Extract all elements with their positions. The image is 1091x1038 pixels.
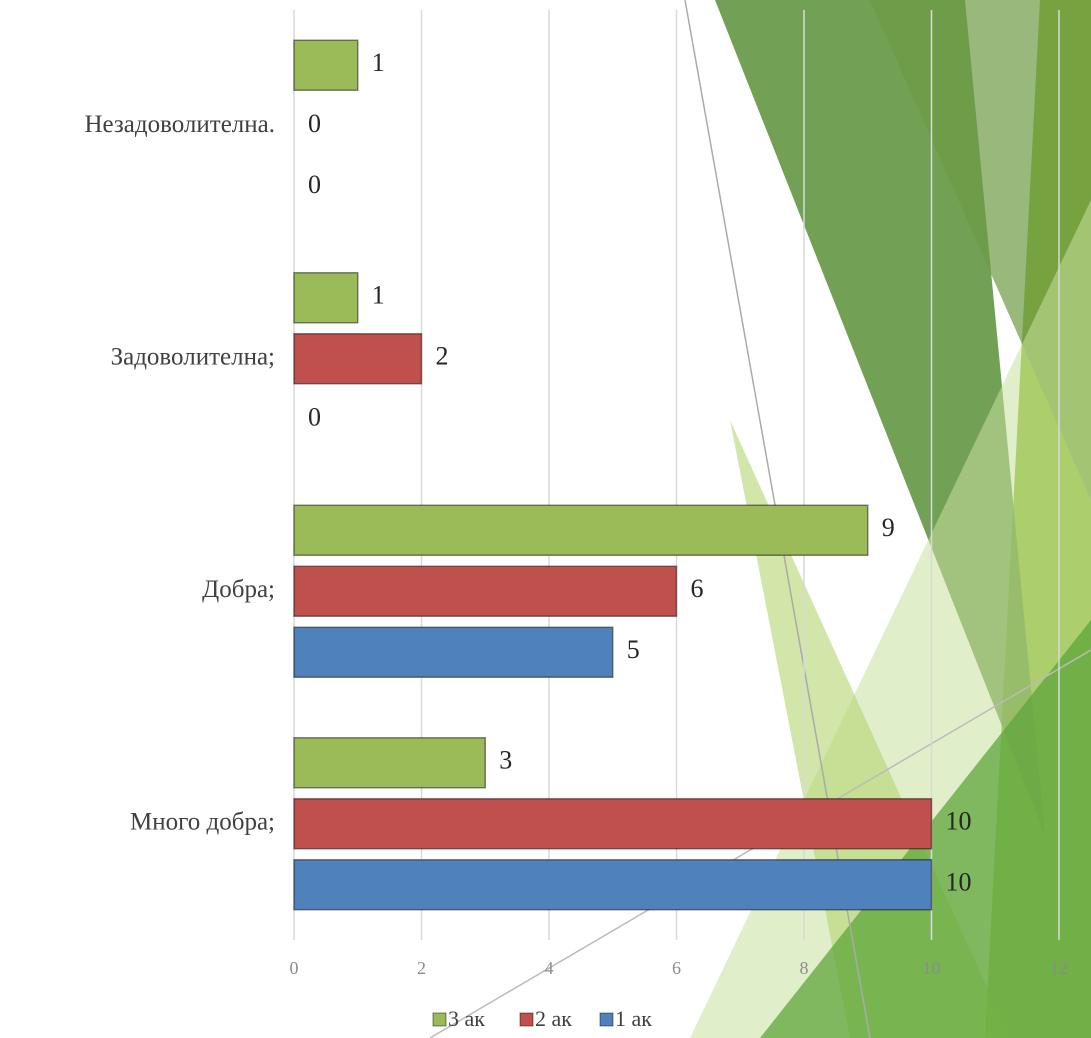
chart: 024681012Незадоволителна.100Задоволителн…: [0, 0, 1091, 1038]
bar: [294, 40, 358, 90]
x-tick-label: 4: [545, 958, 554, 978]
data-label: 10: [946, 807, 972, 836]
y-tick-label: Задоволителна;: [111, 343, 275, 370]
bar: [294, 566, 677, 616]
bar: [294, 860, 932, 910]
legend-swatch: [433, 1013, 446, 1026]
data-label: 3: [499, 746, 512, 775]
y-tick-label: Много добра;: [130, 808, 275, 835]
bar: [294, 799, 932, 849]
legend-label: 2 ак: [535, 1006, 572, 1031]
x-tick-label: 2: [417, 958, 426, 978]
data-label: 1: [372, 48, 385, 77]
legend-swatch: [520, 1013, 533, 1026]
data-label: 9: [882, 513, 895, 542]
data-label: 1: [372, 281, 385, 310]
data-label: 6: [691, 574, 704, 603]
x-tick-label: 8: [800, 958, 809, 978]
bar: [294, 505, 868, 555]
data-label: 0: [308, 109, 321, 138]
legend-label: 1 ак: [615, 1006, 652, 1031]
x-tick-label: 0: [290, 958, 299, 978]
y-tick-label: Добра;: [202, 576, 275, 603]
y-tick-label: Незадоволителна.: [84, 111, 275, 138]
data-label: 2: [436, 342, 449, 371]
legend-swatch: [600, 1013, 613, 1026]
bar: [294, 273, 358, 323]
bar: [294, 627, 613, 677]
bar: [294, 738, 485, 788]
data-label: 10: [946, 868, 972, 897]
x-tick-label: 12: [1050, 958, 1068, 978]
data-label: 0: [308, 403, 321, 432]
data-label: 5: [627, 635, 640, 664]
x-tick-label: 10: [923, 958, 941, 978]
data-label: 0: [308, 170, 321, 199]
x-tick-label: 6: [672, 958, 681, 978]
bar: [294, 334, 422, 384]
legend-label: 3 ак: [448, 1006, 485, 1031]
